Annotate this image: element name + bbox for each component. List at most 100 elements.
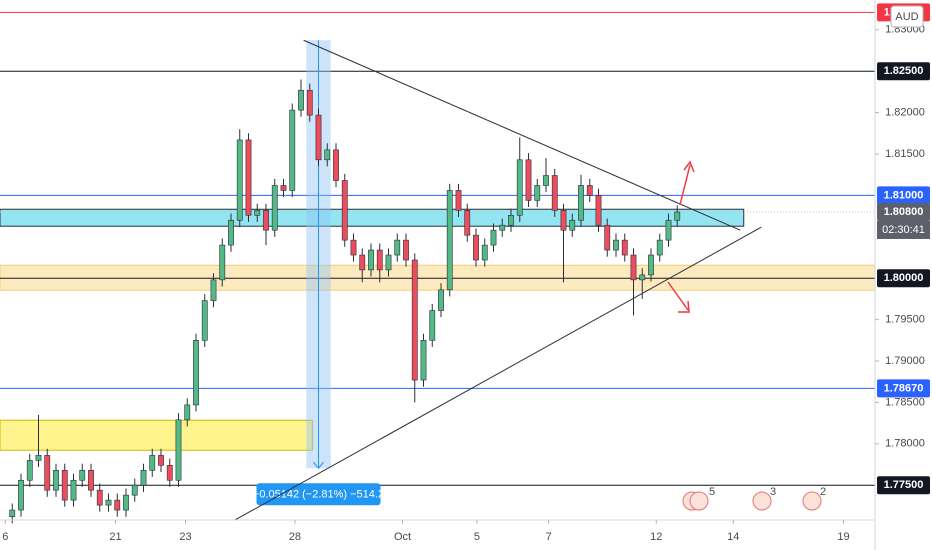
candle-body xyxy=(569,219,576,231)
candle-body xyxy=(35,455,42,461)
candle-body xyxy=(333,149,339,181)
candle-body xyxy=(490,229,497,246)
candle-body xyxy=(184,404,191,421)
y-tick-label: 1.81500 xyxy=(885,148,925,160)
event-icon[interactable] xyxy=(752,491,772,511)
x-tick-label: 21 xyxy=(109,531,121,543)
candle-body xyxy=(376,249,383,271)
level-label: 1.80000 xyxy=(884,272,924,284)
candle-body xyxy=(219,244,226,281)
trendline xyxy=(303,39,741,231)
candle-body xyxy=(26,460,33,481)
x-tick-label: 6 xyxy=(2,531,8,543)
level-label-box xyxy=(877,476,930,495)
event-count: 5 xyxy=(709,486,715,498)
level-label: 1.80800 xyxy=(884,206,924,218)
candle-body xyxy=(158,455,164,466)
candle-body xyxy=(96,489,103,506)
candle-body xyxy=(245,139,252,216)
candle-body xyxy=(648,254,654,276)
candle-body xyxy=(61,470,68,501)
candle-body xyxy=(621,239,628,256)
candle-body xyxy=(350,239,357,256)
plot-area: −0.05142 (−2.81%) −514.2 xyxy=(0,11,876,524)
candle-body xyxy=(455,190,462,211)
level-label: 1.78670 xyxy=(884,382,924,394)
event-count: 2 xyxy=(820,486,826,498)
x-tick-label: 12 xyxy=(650,531,662,543)
overlay xyxy=(667,160,695,313)
event-icon[interactable] xyxy=(689,491,709,511)
y-tick-label: 1.82000 xyxy=(885,107,925,119)
candle-body xyxy=(481,244,488,261)
candle-body xyxy=(9,509,16,517)
candle-body xyxy=(175,419,182,481)
candle-body xyxy=(560,210,567,231)
up-arrow-head xyxy=(683,160,695,173)
candle-body xyxy=(534,185,541,201)
trendline xyxy=(234,226,762,521)
x-tick-label: 7 xyxy=(546,531,552,543)
candle-body xyxy=(280,185,287,191)
candle-body xyxy=(359,254,366,271)
y-tick-label: 1.79000 xyxy=(885,355,925,367)
candle-body xyxy=(324,149,331,161)
zone xyxy=(0,208,745,227)
level-label: 1.77500 xyxy=(884,479,924,491)
level-label-box xyxy=(877,62,930,81)
event-count: 3 xyxy=(770,486,776,498)
level-label-box xyxy=(877,186,930,205)
measure-arrow-head xyxy=(313,461,324,470)
x-tick-label: 28 xyxy=(289,531,301,543)
level-label-box xyxy=(877,379,930,398)
level-label-box xyxy=(877,202,930,221)
countdown-box xyxy=(877,220,930,239)
candle-body xyxy=(499,224,506,231)
candle-body xyxy=(306,89,313,116)
up-arrow xyxy=(679,164,691,206)
x-tick-label: 23 xyxy=(179,531,191,543)
measure-label-box xyxy=(256,483,381,506)
candle-body xyxy=(271,185,278,231)
y-tick-label: 1.78500 xyxy=(885,396,925,408)
candle-body xyxy=(411,259,418,381)
candle-body xyxy=(516,159,523,216)
y-tick-label: 1.78000 xyxy=(885,438,925,450)
candle-body xyxy=(525,159,532,201)
x-tick-label: 14 xyxy=(727,531,739,543)
candle-body xyxy=(79,470,86,481)
x-tick-label: 19 xyxy=(837,531,849,543)
zone xyxy=(0,419,313,451)
candle-body xyxy=(193,340,199,406)
level-label: 1.81000 xyxy=(884,189,924,201)
candle-body xyxy=(123,494,129,511)
candle-body xyxy=(595,195,602,226)
candle-body xyxy=(228,219,234,246)
axes: 1.78000 1.78500 1.79000 1.79500 1.81500 1.820… xyxy=(2,24,925,543)
candle-body xyxy=(543,175,549,186)
candle-body xyxy=(403,239,409,261)
candle-body xyxy=(105,499,112,506)
candle-body xyxy=(639,274,646,281)
candle-body xyxy=(665,219,672,241)
candle-body xyxy=(385,254,392,271)
candle-body xyxy=(140,470,147,486)
level-label-box xyxy=(877,269,930,288)
candle-body xyxy=(201,300,208,341)
candle-body xyxy=(18,479,24,511)
event-icon[interactable] xyxy=(802,491,822,511)
candle-body xyxy=(53,470,59,491)
candle-body xyxy=(656,239,663,256)
candle-body xyxy=(210,279,217,301)
y-tick-label: 1.79500 xyxy=(885,314,925,326)
candle-body xyxy=(298,89,304,111)
currency-label: AUD xyxy=(895,11,918,23)
down-arrow-head xyxy=(678,300,690,313)
candle-body xyxy=(394,239,401,256)
currency-badge[interactable] xyxy=(890,5,924,28)
events: 5 3 2 xyxy=(682,486,826,511)
candle-body xyxy=(315,114,322,161)
candle-body xyxy=(368,249,374,271)
